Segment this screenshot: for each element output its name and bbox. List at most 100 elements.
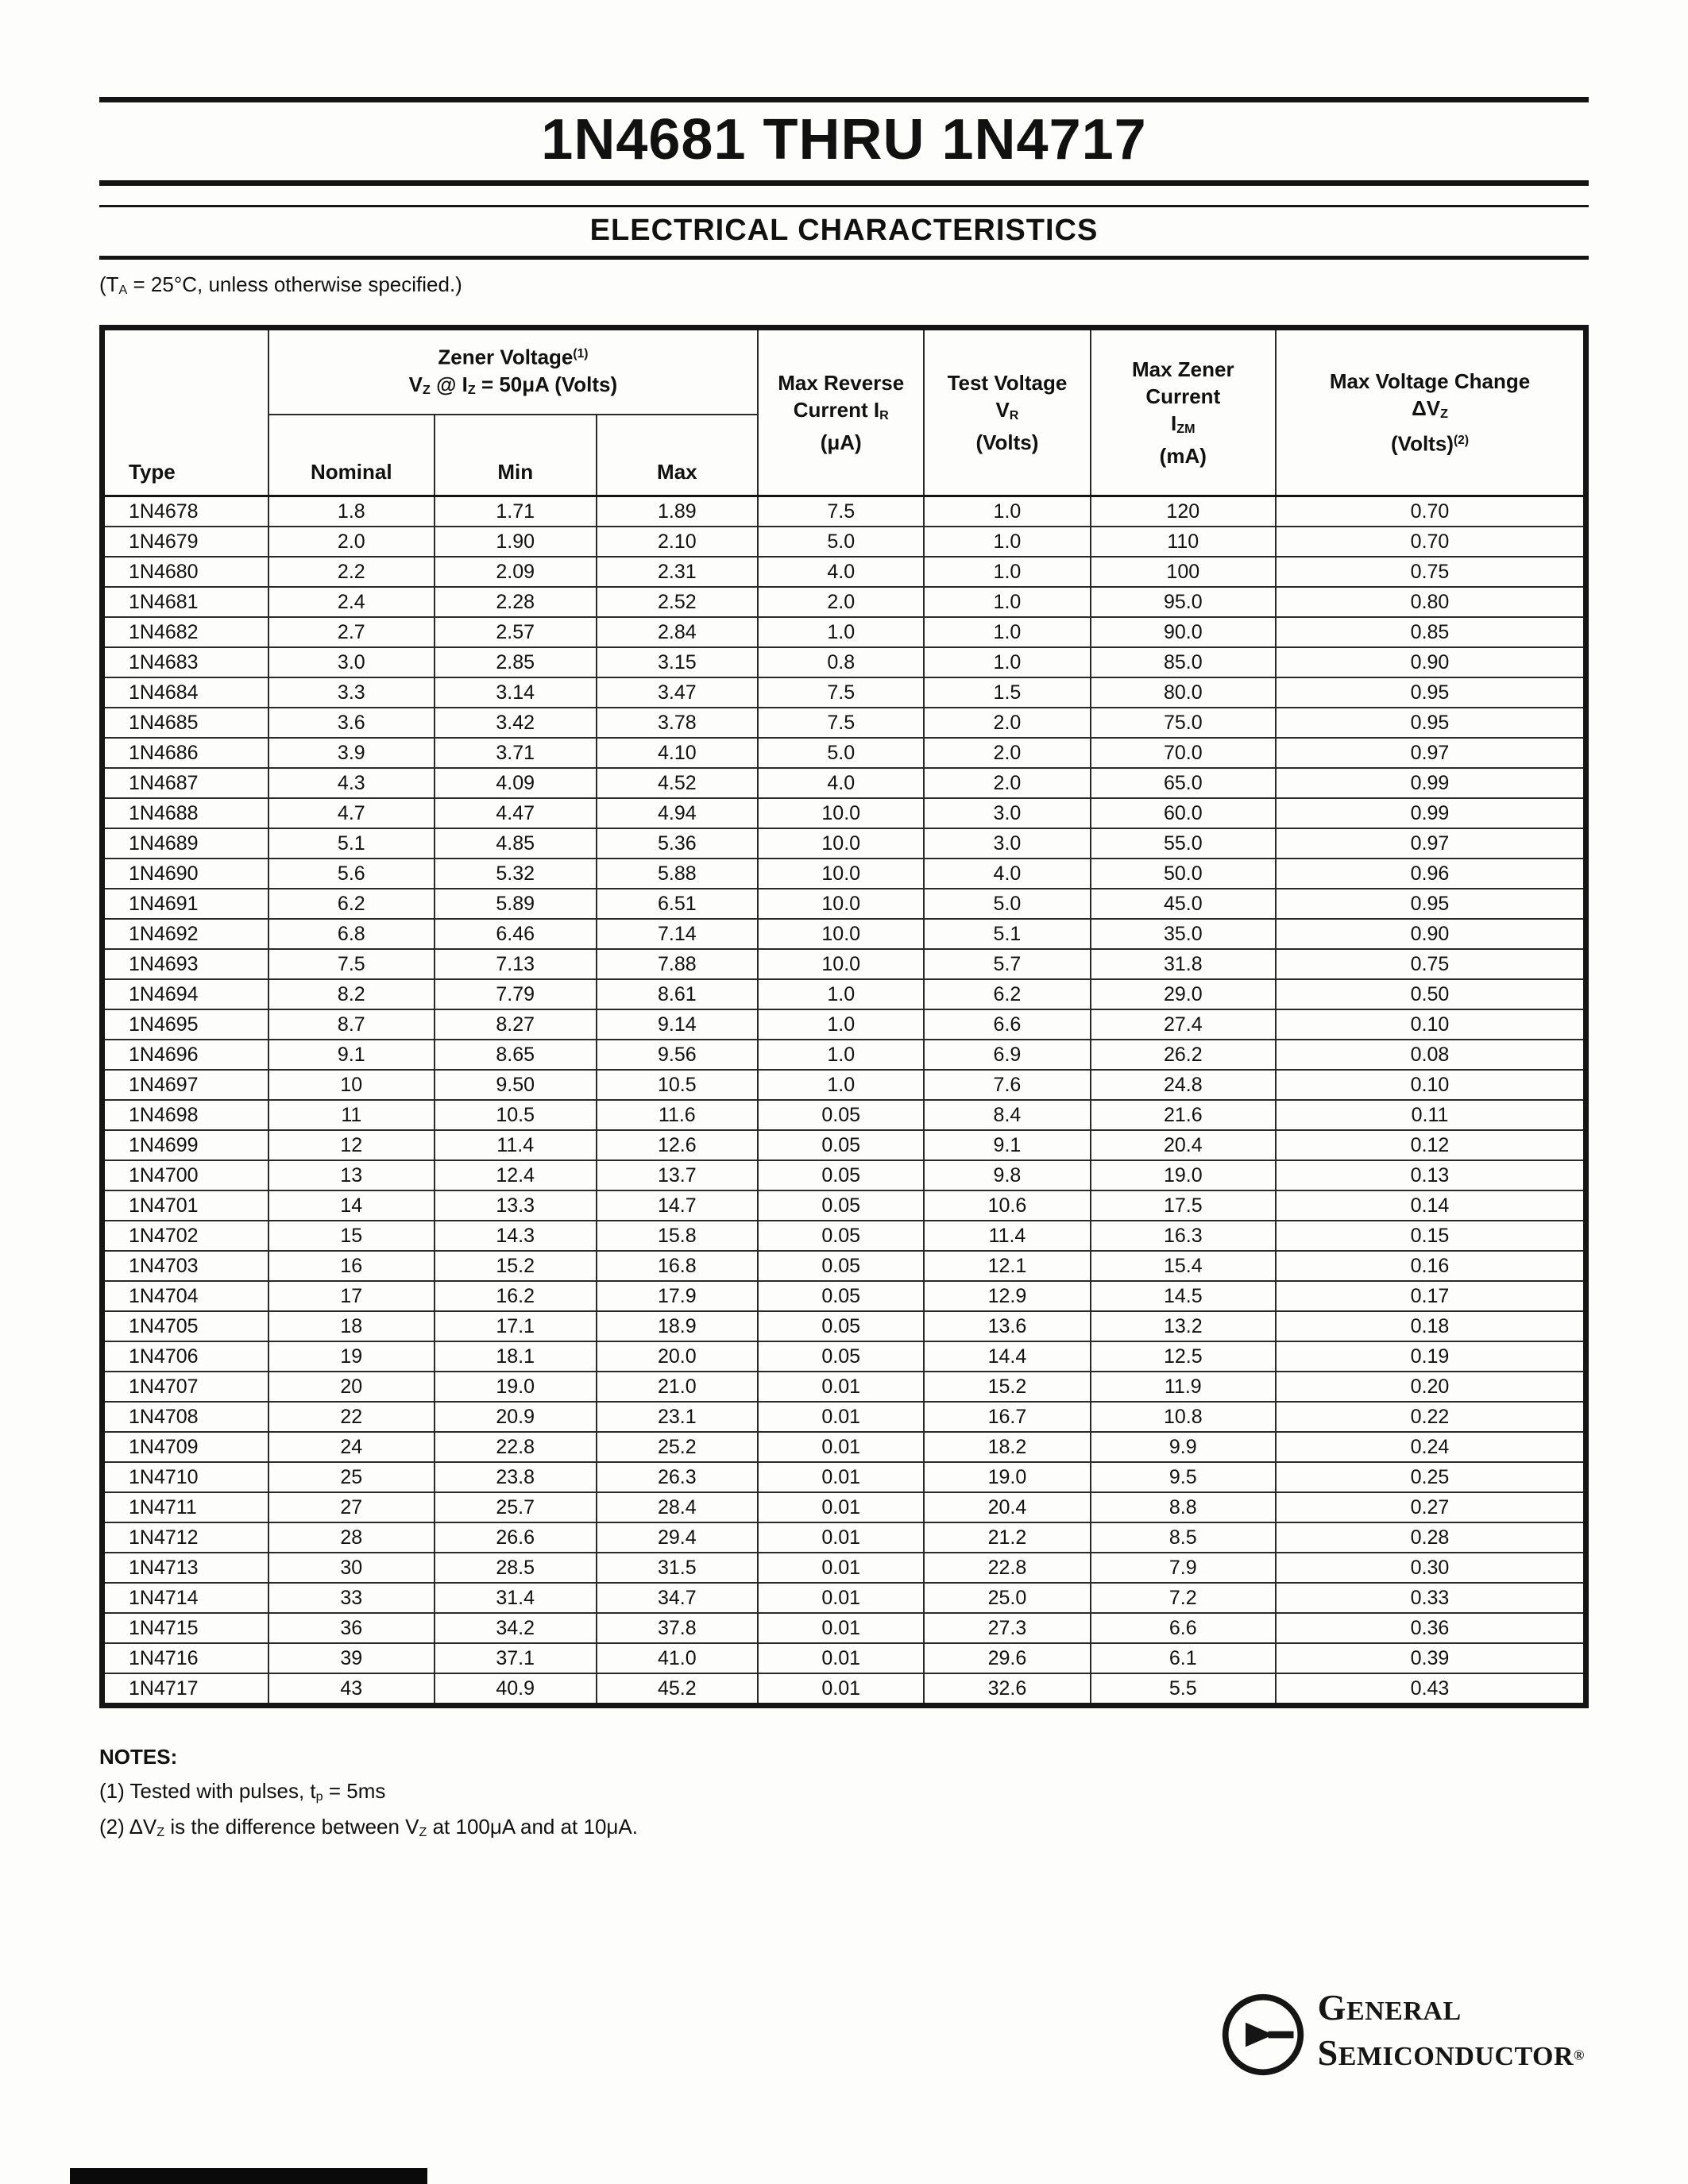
cell-value: 17 — [267, 1279, 435, 1312]
cell-value: 0.43 — [1275, 1672, 1587, 1707]
cell-value: 14.7 — [595, 1189, 759, 1221]
cell-value: 31.4 — [433, 1581, 597, 1614]
cell-value: 10.0 — [757, 947, 925, 980]
cell-value: 7.14 — [595, 917, 759, 950]
cell-value: 0.10 — [1275, 1068, 1587, 1101]
cell-value: 20.0 — [595, 1340, 759, 1372]
cell-value: 10 — [267, 1068, 435, 1101]
brand-line-semiconductor: SEMICONDUCTOR® — [1318, 2035, 1585, 2080]
cell-value: 10.5 — [595, 1068, 759, 1101]
cell-value: 1.5 — [923, 676, 1091, 708]
reverse-line2-sub: R — [879, 407, 889, 423]
cell-value: 0.22 — [1275, 1400, 1587, 1433]
cell-value: 0.85 — [1275, 615, 1587, 648]
cell-value: 65.0 — [1089, 766, 1277, 799]
reverse-line2-text: Current I — [793, 397, 880, 422]
cell-value: 55.0 — [1089, 827, 1277, 859]
cell-value: 9.1 — [923, 1129, 1091, 1161]
cell-value: 13.2 — [1089, 1310, 1277, 1342]
cell-value: 0.99 — [1275, 766, 1587, 799]
cell-value: 15.2 — [923, 1370, 1091, 1403]
header-row-sub: Nominal Min Max — [102, 414, 1586, 497]
cell-value: 28 — [267, 1521, 435, 1553]
cell-value: 5.6 — [267, 857, 435, 889]
table-row: 1N4684 3.3 3.14 3.47 7.5 1.5 80.0 0.95 — [101, 676, 1587, 708]
cell-value: 18.9 — [595, 1310, 759, 1342]
cell-type: 1N4711 — [101, 1491, 269, 1523]
cell-value: 31.8 — [1089, 947, 1277, 980]
cell-value: 9.50 — [433, 1068, 597, 1101]
col-header-max-voltage-change: Max Voltage Change ΔVZ (Volts)(2) — [1275, 326, 1587, 497]
cell-value: 110 — [1089, 525, 1277, 558]
cell-value: 0.24 — [1275, 1430, 1587, 1463]
cell-value: 1.0 — [757, 978, 925, 1010]
col-header-max-zener-current: Max Zener Current IZM (mA) — [1089, 326, 1277, 497]
brand-semiconductor-initial: S — [1317, 2032, 1338, 2073]
cell-value: 8.7 — [267, 1008, 435, 1040]
cell-value: 1.0 — [757, 1008, 925, 1040]
cell-type: 1N4700 — [101, 1159, 269, 1191]
cell-value: 5.0 — [757, 736, 925, 769]
cell-value: 5.36 — [595, 827, 759, 859]
cell-value: 7.9 — [1089, 1551, 1277, 1584]
table-row: 1N4706 19 18.1 20.0 0.05 14.4 12.5 0.19 — [101, 1340, 1587, 1372]
table-row: 1N4708 22 20.9 23.1 0.01 16.7 10.8 0.22 — [101, 1400, 1587, 1433]
title-bottom-rule — [99, 180, 1589, 186]
izm-line2: Current — [1145, 384, 1221, 408]
cell-value: 0.18 — [1275, 1310, 1587, 1342]
cell-value: 26.2 — [1089, 1038, 1277, 1071]
cell-value: 9.9 — [1089, 1430, 1277, 1463]
cell-value: 22.8 — [433, 1430, 597, 1463]
table-row: 1N4703 16 15.2 16.8 0.05 12.1 15.4 0.16 — [101, 1249, 1587, 1282]
notes-title: NOTES: — [99, 1744, 178, 1769]
cell-value: 0.05 — [757, 1189, 925, 1221]
cell-type: 1N4697 — [101, 1068, 269, 1101]
cell-value: 21.6 — [1089, 1098, 1277, 1131]
cell-value: 2.0 — [267, 525, 435, 558]
table-row: 1N4678 1.8 1.71 1.89 7.5 1.0 120 0.70 — [101, 495, 1587, 527]
cell-value: 22 — [267, 1400, 435, 1433]
cell-value: 0.36 — [1275, 1611, 1587, 1644]
cell-value: 0.01 — [757, 1461, 925, 1493]
cell-value: 1.0 — [923, 615, 1091, 648]
cell-value: 14.3 — [433, 1219, 597, 1252]
cell-value: 27.4 — [1089, 1008, 1277, 1040]
cell-value: 29.0 — [1089, 978, 1277, 1010]
table-header: Type Zener Voltage(1) VZ @ IZ = 50μA (Vo… — [101, 326, 1587, 497]
cell-value: 24.8 — [1089, 1068, 1277, 1101]
note-2-mid: is the difference between V — [164, 1814, 419, 1839]
zener-sub-at: @ I — [430, 372, 468, 396]
cell-value: 5.1 — [267, 827, 435, 859]
table-row: 1N4679 2.0 1.90 2.10 5.0 1.0 110 0.70 — [101, 525, 1587, 558]
cell-value: 3.0 — [923, 827, 1091, 859]
cell-value: 5.88 — [595, 857, 759, 889]
cell-value: 0.01 — [757, 1642, 925, 1674]
cell-value: 2.0 — [923, 706, 1091, 739]
table-row: 1N4717 43 40.9 45.2 0.01 32.6 5.5 0.43 — [101, 1672, 1587, 1707]
cell-value: 45.2 — [595, 1672, 759, 1707]
cell-value: 8.5 — [1089, 1521, 1277, 1553]
cell-value: 0.05 — [757, 1219, 925, 1252]
table-row: 1N4695 8.7 8.27 9.14 1.0 6.6 27.4 0.10 — [101, 1008, 1587, 1040]
cell-type: 1N4717 — [101, 1672, 269, 1707]
cell-value: 1.0 — [757, 1068, 925, 1101]
cell-value: 7.88 — [595, 947, 759, 980]
cell-value: 0.75 — [1275, 947, 1587, 980]
cell-value: 9.14 — [595, 1008, 759, 1040]
cell-value: 25.2 — [595, 1430, 759, 1463]
type-label: Type — [129, 459, 176, 484]
table-row: 1N4694 8.2 7.79 8.61 1.0 6.2 29.0 0.50 — [101, 978, 1587, 1010]
brand-line-general: GENERAL — [1318, 1989, 1585, 2035]
cell-value: 32.6 — [923, 1672, 1091, 1707]
cell-value: 19.0 — [433, 1370, 597, 1403]
cell-value: 19.0 — [1089, 1159, 1277, 1191]
cell-type: 1N4713 — [101, 1551, 269, 1584]
cell-value: 23.1 — [595, 1400, 759, 1433]
cell-value: 10.0 — [757, 857, 925, 889]
note-1-sub: p — [315, 1788, 323, 1804]
cell-value: 0.20 — [1275, 1370, 1587, 1403]
cell-type: 1N4680 — [101, 555, 269, 588]
cell-type: 1N4712 — [101, 1521, 269, 1553]
cell-value: 1.0 — [757, 615, 925, 648]
cell-value: 26.3 — [595, 1461, 759, 1493]
